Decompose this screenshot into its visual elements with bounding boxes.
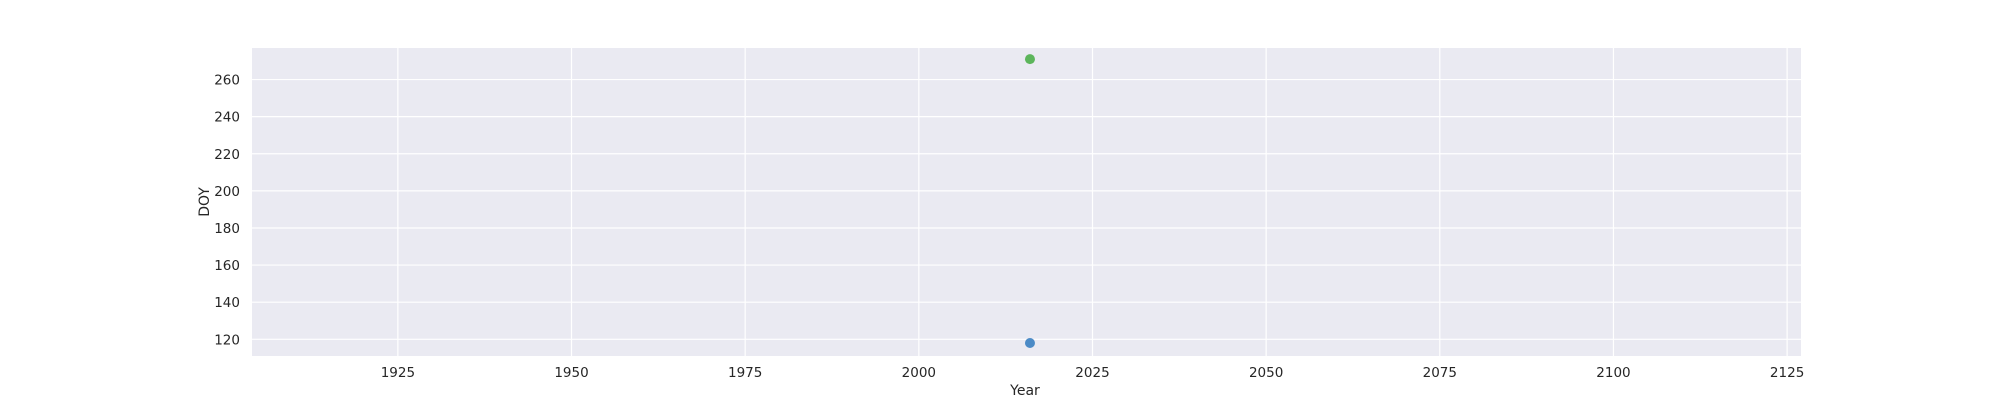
y-tick-label: 240 bbox=[214, 110, 240, 126]
x-tick-label: 2025 bbox=[1075, 365, 1109, 381]
data-point bbox=[1024, 54, 1035, 65]
y-tick-label: 200 bbox=[214, 184, 240, 200]
y-tick-label: 220 bbox=[214, 147, 240, 163]
y-tick-label: 260 bbox=[214, 73, 240, 89]
x-tick-label: 2075 bbox=[1423, 365, 1457, 381]
grid-lines bbox=[252, 48, 1801, 356]
x-tick-label: 2125 bbox=[1770, 365, 1804, 381]
x-tick-label: 1925 bbox=[381, 365, 415, 381]
data-points bbox=[1024, 54, 1035, 349]
x-tick-label: 1950 bbox=[554, 365, 588, 381]
y-tick-label: 120 bbox=[214, 332, 240, 348]
x-tick-label: 2050 bbox=[1249, 365, 1283, 381]
x-tick-label: 2100 bbox=[1596, 365, 1630, 381]
x-tick-label: 2000 bbox=[902, 365, 936, 381]
y-tick-label: 160 bbox=[214, 258, 240, 274]
y-axis-label: DOY bbox=[197, 187, 213, 217]
plot-area bbox=[252, 48, 1801, 356]
y-tick-label: 140 bbox=[214, 295, 240, 311]
y-tick-labels: 120 140 160 180 200 220 240 260 bbox=[214, 73, 240, 349]
x-tick-labels: 1925 1950 1975 2000 2025 2050 2075 2100 2125 bbox=[381, 365, 1805, 381]
x-tick-label: 1975 bbox=[728, 365, 762, 381]
y-tick-label: 180 bbox=[214, 221, 240, 237]
data-point bbox=[1024, 338, 1035, 349]
x-axis-label: Year bbox=[1009, 383, 1040, 399]
